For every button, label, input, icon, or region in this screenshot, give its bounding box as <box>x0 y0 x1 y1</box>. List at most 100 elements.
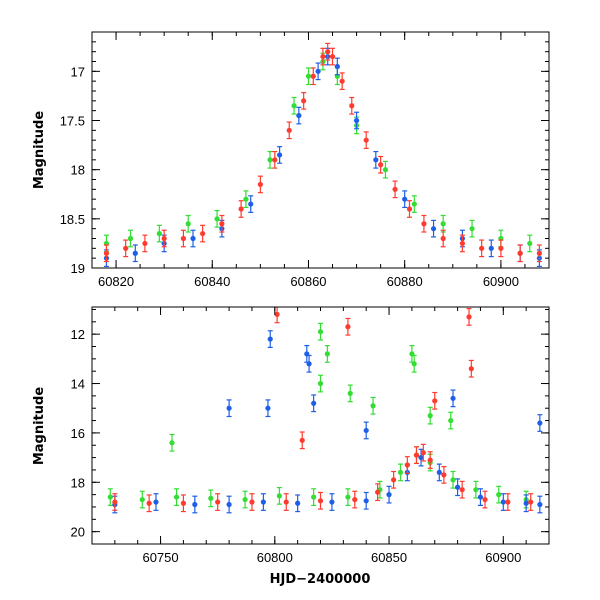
top-y-tick-label: 18.5 <box>60 212 85 227</box>
data-point <box>132 250 138 256</box>
data-point <box>291 103 297 109</box>
data-point <box>249 499 255 505</box>
top-x-tick-labels: 60820 60840 60860 60880 60900 <box>98 274 519 289</box>
data-point <box>347 390 353 397</box>
data-point <box>473 487 479 493</box>
data-point <box>477 494 484 500</box>
data-point <box>468 366 474 372</box>
data-point <box>329 499 335 505</box>
data-point <box>378 162 384 168</box>
data-point <box>406 206 413 212</box>
top-y-tick-label: 19 <box>71 261 85 276</box>
data-point <box>528 499 534 505</box>
top-x-tick-label: 60900 <box>483 274 519 289</box>
data-point <box>286 127 292 133</box>
data-point <box>315 68 321 74</box>
data-point <box>466 314 472 320</box>
data-point <box>219 221 225 227</box>
data-point <box>296 112 302 119</box>
data-point <box>274 311 280 318</box>
top-y-tick-labels: 17 17.5 18 18.5 19 <box>60 64 85 276</box>
data-point <box>345 324 351 330</box>
data-point <box>139 496 145 503</box>
data-point <box>283 499 289 505</box>
data-point <box>488 245 494 251</box>
data-point <box>215 499 221 505</box>
data-point <box>496 492 502 498</box>
series-points <box>103 42 542 263</box>
series-points <box>103 47 542 268</box>
data-point <box>103 250 110 256</box>
data-point <box>413 452 420 458</box>
data-point <box>200 230 206 237</box>
data-point <box>329 53 336 60</box>
data-point <box>299 437 305 443</box>
data-point <box>243 196 249 202</box>
data-point <box>242 496 248 503</box>
bottom-y-axis-label: Magnitude <box>32 387 47 466</box>
data-point <box>450 395 456 401</box>
data-point <box>305 73 312 79</box>
data-point <box>226 501 232 508</box>
data-point <box>382 167 389 173</box>
top-y-axis-label: Magnitude <box>32 111 47 190</box>
data-point <box>173 494 180 500</box>
data-point <box>411 201 417 207</box>
data-point <box>352 496 358 503</box>
data-point <box>301 98 307 104</box>
top-data-layer <box>103 42 542 268</box>
top-light-curve-panel: 60820 60840 60860 60880 60900 17 17.5 18… <box>32 31 550 289</box>
data-point <box>411 361 417 367</box>
bottom-x-tick-label: 60900 <box>485 550 521 565</box>
data-point <box>295 500 301 506</box>
data-point <box>214 216 220 222</box>
data-point <box>317 380 324 387</box>
data-point <box>479 245 485 251</box>
data-point <box>226 405 232 411</box>
data-point <box>448 417 454 424</box>
series-points <box>107 322 529 509</box>
data-point <box>404 462 410 468</box>
bottom-y-tick-label: 16 <box>71 426 85 441</box>
bottom-x-tick-labels: 60750 60800 60850 60900 <box>142 550 521 565</box>
data-point <box>440 235 446 242</box>
data-point <box>363 498 369 504</box>
data-point <box>386 492 392 498</box>
data-point <box>260 499 266 505</box>
data-point <box>156 230 162 237</box>
data-point <box>153 499 159 505</box>
data-point <box>185 221 191 227</box>
top-y-tick-label: 17.5 <box>60 114 85 129</box>
data-point <box>450 477 456 483</box>
data-point <box>180 235 186 242</box>
top-tick-marks <box>91 31 550 269</box>
data-point <box>427 457 433 463</box>
data-point <box>310 73 316 79</box>
top-x-tick-label: 60820 <box>98 274 134 289</box>
data-point <box>459 487 465 493</box>
data-point <box>123 245 129 251</box>
data-point <box>392 186 398 192</box>
data-point <box>536 250 542 256</box>
data-point <box>248 201 254 207</box>
bottom-y-tick-labels: 12 14 16 18 20 <box>71 327 85 540</box>
data-point <box>324 351 330 357</box>
data-point <box>353 117 360 124</box>
data-point <box>311 494 317 500</box>
data-point <box>267 157 273 163</box>
data-point <box>277 152 283 158</box>
bottom-y-tick-label: 14 <box>71 377 85 392</box>
data-point <box>192 501 198 508</box>
data-point <box>257 181 263 188</box>
bottom-tick-marks <box>91 307 550 545</box>
series-points <box>112 330 543 514</box>
bottom-x-tick-label: 60850 <box>371 550 407 565</box>
data-point <box>169 440 175 446</box>
data-point <box>317 498 324 504</box>
data-point <box>190 235 196 242</box>
data-point <box>391 477 397 483</box>
data-point <box>276 493 282 499</box>
data-point <box>402 196 408 202</box>
series-points <box>103 52 533 253</box>
data-point <box>311 400 317 406</box>
